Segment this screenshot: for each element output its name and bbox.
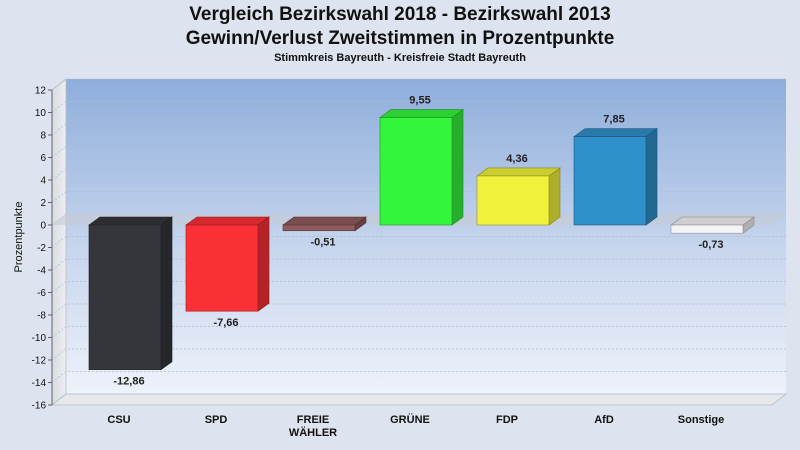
bar bbox=[476, 167, 561, 226]
bar bbox=[573, 128, 658, 226]
y-tick-label: 8 bbox=[40, 131, 46, 142]
y-tick-label: -16 bbox=[32, 401, 47, 412]
y-tick-label: -10 bbox=[32, 333, 47, 344]
bar-top bbox=[379, 109, 464, 118]
bar-front bbox=[573, 136, 647, 226]
category-label: CSU bbox=[107, 414, 130, 426]
data-labels: -12,86 -7,66 -0,51 9,55 4,36 7,85 -0,73 bbox=[113, 95, 723, 388]
bar-side bbox=[645, 128, 658, 226]
bar-top bbox=[573, 128, 658, 137]
bar-front bbox=[282, 224, 356, 232]
category-label: GRÜNE bbox=[390, 413, 430, 426]
bar-front bbox=[379, 117, 453, 226]
bar-side bbox=[548, 167, 561, 226]
bar-front bbox=[670, 224, 744, 234]
chart-subtitle: Stimmkreis Bayreuth - Kreisfreie Stadt B… bbox=[274, 52, 526, 64]
y-axis-label: Prozentpunkte bbox=[13, 202, 25, 273]
chart-title-line1: Vergleich Bezirkswahl 2018 - Bezirkswahl… bbox=[189, 4, 611, 25]
bar-front bbox=[185, 224, 259, 312]
data-label: -0,73 bbox=[698, 239, 723, 251]
floor bbox=[50, 393, 788, 406]
grid-line bbox=[51, 281, 786, 293]
category-label: SPD bbox=[205, 414, 228, 426]
grid-line bbox=[51, 326, 786, 338]
bar-top bbox=[282, 216, 367, 226]
bar-side bbox=[160, 216, 173, 371]
bar bbox=[379, 108, 464, 226]
grid-line bbox=[51, 393, 786, 406]
y-tick-label: 0 bbox=[40, 221, 46, 232]
category-label: Sonstige bbox=[678, 414, 724, 426]
bar-side bbox=[257, 216, 270, 312]
y-tick-label: 4 bbox=[40, 176, 46, 187]
grid-line bbox=[51, 303, 786, 316]
bar-top bbox=[670, 216, 755, 226]
bar bbox=[670, 216, 755, 234]
bar-top bbox=[88, 216, 173, 226]
chart-title-line2: Gewinn/Verlust Zweitstimmen in Prozentpu… bbox=[185, 28, 615, 49]
category-label: WÄHLER bbox=[289, 426, 337, 439]
grid-line bbox=[51, 348, 786, 361]
category-label: FDP bbox=[496, 414, 518, 426]
data-label: 4,36 bbox=[506, 153, 527, 165]
bar-side bbox=[451, 108, 464, 226]
category-label: FREIE bbox=[297, 414, 329, 426]
bars bbox=[88, 108, 755, 371]
grid-line bbox=[51, 371, 786, 383]
y-tick-label: -14 bbox=[32, 378, 47, 389]
chart-title: Vergleich Bezirkswahl 2018 - Bezirkswahl… bbox=[0, 3, 800, 51]
data-label: 7,85 bbox=[603, 114, 624, 126]
y-tick-label: -12 bbox=[32, 356, 47, 367]
bar-top bbox=[476, 167, 561, 177]
y-tick-label: 10 bbox=[35, 108, 47, 119]
y-tick-label: 6 bbox=[40, 153, 46, 164]
bar-front bbox=[88, 224, 162, 370]
y-tick-label: -8 bbox=[37, 311, 46, 322]
data-label: -12,86 bbox=[113, 376, 144, 388]
y-axis: 12 10 8 6 4 2 0 -2 -4 -6 -8 -10 -12 -14 -16 bbox=[32, 86, 53, 412]
grid-line bbox=[51, 236, 786, 248]
bar bbox=[88, 216, 173, 371]
data-label: 9,55 bbox=[409, 95, 430, 107]
grid-line bbox=[51, 78, 786, 91]
y-tick-label: 2 bbox=[40, 198, 46, 209]
y-tick-label: -6 bbox=[37, 288, 46, 299]
bar-top bbox=[185, 216, 270, 226]
grid-line bbox=[51, 258, 786, 271]
grid-line bbox=[51, 146, 786, 158]
data-label: -7,66 bbox=[213, 317, 238, 329]
grid-line bbox=[51, 123, 786, 136]
data-label: -0,51 bbox=[310, 237, 335, 249]
bar bbox=[185, 216, 270, 312]
y-tick-label: -2 bbox=[37, 243, 46, 254]
y-tick-label: 12 bbox=[35, 86, 47, 97]
bar-front bbox=[476, 175, 550, 226]
category-label: AfD bbox=[594, 414, 614, 426]
y-tick-label: -4 bbox=[37, 266, 46, 277]
grid-line bbox=[51, 101, 786, 113]
bar bbox=[282, 216, 367, 232]
